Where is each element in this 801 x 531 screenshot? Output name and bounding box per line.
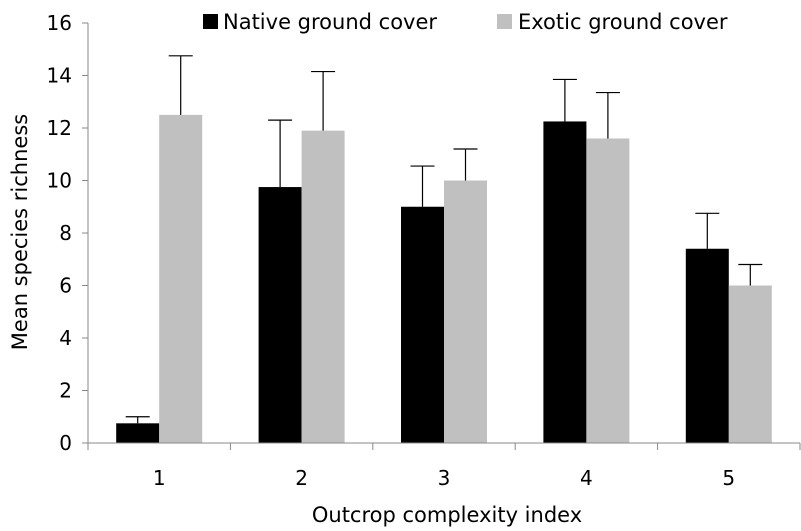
bar-exotic-2 bbox=[301, 130, 345, 443]
y-tick-label: 16 bbox=[47, 11, 72, 35]
y-tick-label: 10 bbox=[47, 169, 72, 193]
y-tick-label: 2 bbox=[59, 379, 72, 403]
legend-label-native: Native ground cover bbox=[223, 10, 437, 34]
bar-exotic-5 bbox=[728, 285, 772, 443]
x-tick-label: 3 bbox=[438, 466, 451, 490]
bar-native-1 bbox=[116, 423, 160, 443]
bar-native-5 bbox=[685, 248, 729, 443]
y-tick-label: 0 bbox=[59, 431, 72, 455]
bar-native-3 bbox=[401, 206, 444, 443]
x-tick-label: 1 bbox=[153, 466, 166, 490]
legend-swatch-native bbox=[203, 14, 218, 29]
bar-exotic-3 bbox=[444, 180, 487, 443]
y-tick-label: 14 bbox=[47, 64, 72, 88]
error-bars bbox=[125, 55, 763, 424]
y-tick-label: 6 bbox=[59, 274, 72, 298]
y-tick-label: 4 bbox=[59, 326, 72, 350]
y-tick-label: 8 bbox=[59, 221, 72, 245]
x-axis-title: Outcrop complexity index bbox=[312, 503, 582, 527]
y-axis-title: Mean species richness bbox=[8, 114, 32, 350]
y-tick-label: 12 bbox=[47, 116, 72, 140]
x-tick-label: 5 bbox=[722, 466, 735, 490]
bar-native-4 bbox=[543, 121, 587, 443]
bar-native-2 bbox=[258, 187, 302, 443]
bar-exotic-1 bbox=[159, 114, 203, 443]
legend: Native ground cover Exotic ground cover bbox=[203, 10, 728, 34]
axes bbox=[87, 23, 800, 444]
x-tick-label: 4 bbox=[580, 466, 593, 490]
bars bbox=[116, 114, 772, 443]
x-tick-label: 2 bbox=[295, 466, 308, 490]
legend-label-exotic: Exotic ground cover bbox=[518, 10, 728, 34]
legend-swatch-exotic bbox=[497, 14, 512, 29]
y-axis-ticks: 0 2 4 6 8 10 12 14 16 bbox=[47, 11, 88, 455]
bar-exotic-4 bbox=[586, 138, 630, 443]
x-axis-ticks: 1 2 3 4 5 bbox=[87, 443, 801, 490]
